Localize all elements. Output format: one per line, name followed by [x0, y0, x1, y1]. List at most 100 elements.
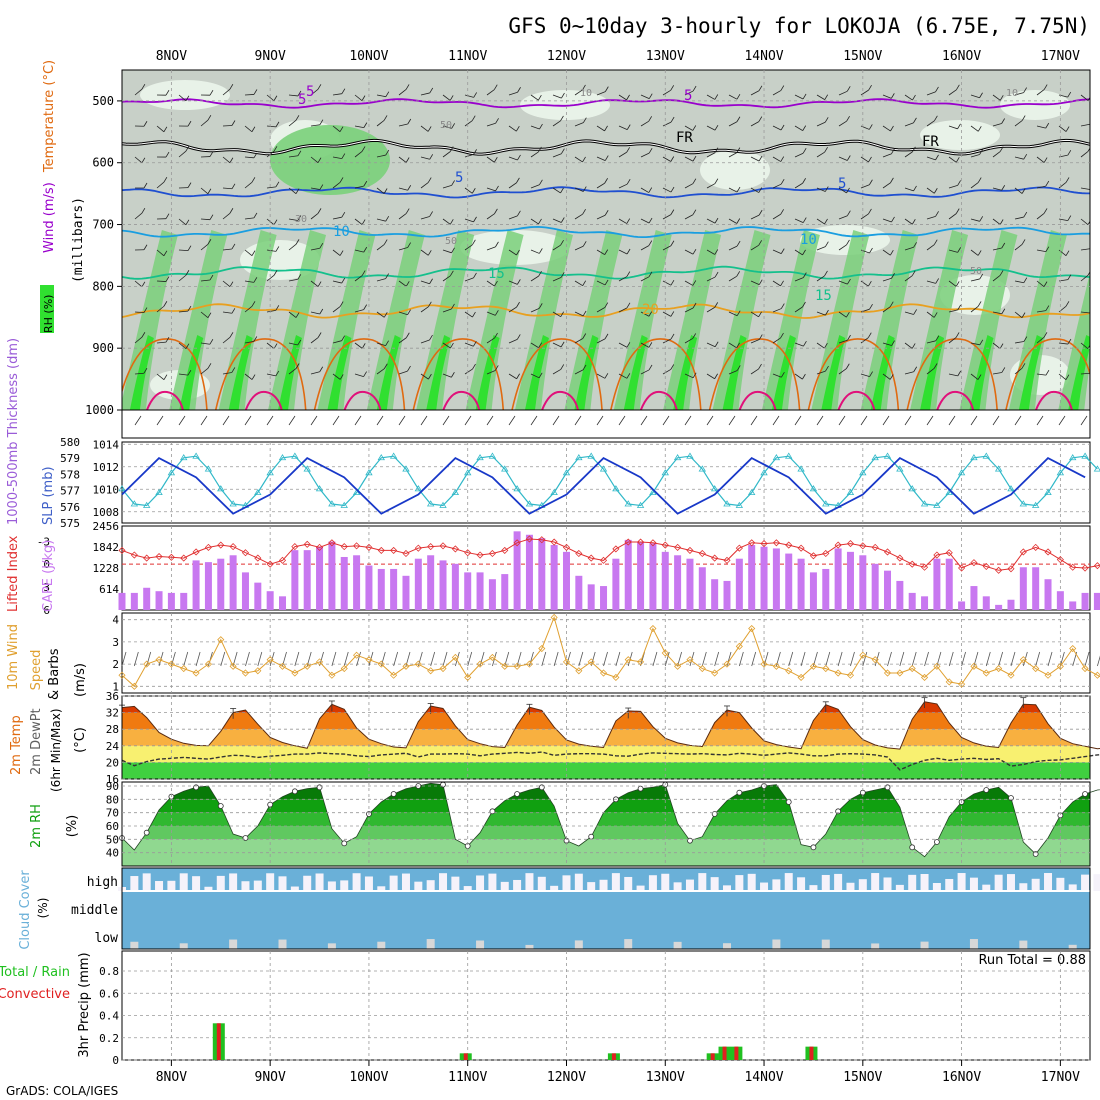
rh-saturated-core: [1018, 335, 1043, 410]
wind-barb-flag: [141, 157, 146, 163]
wind-barb-flag: [449, 95, 454, 101]
wind-barb-flag: [383, 239, 388, 245]
wind-barb: [442, 308, 452, 313]
wind-barb-flag: [977, 374, 982, 380]
wind-barb: [376, 368, 385, 375]
wind10-barb: [1047, 651, 1053, 667]
cape-bar: [661, 551, 669, 610]
wind-barb-flag: [868, 84, 872, 91]
wind-barb-flag: [604, 155, 609, 161]
wind-barb-flag: [317, 208, 322, 214]
wind-barb-flag: [912, 94, 916, 101]
wind-barb: [860, 125, 870, 130]
wind-barb: [222, 280, 231, 288]
wind-barb: [442, 185, 452, 189]
lifted-index-point: [822, 549, 830, 558]
temp2m-tick-label: 24: [106, 740, 120, 753]
thickness-point: [636, 501, 645, 508]
wind-barb: [1058, 218, 1068, 221]
wind-barb-flag: [163, 177, 168, 183]
cloud-high-bar: [130, 876, 139, 891]
wind-barb-flag: [560, 341, 565, 348]
cloud-low-bar: [525, 944, 534, 949]
wind-barb-flag: [451, 372, 455, 378]
cloud-level-label: middle: [71, 903, 118, 918]
cloud-high-bar: [562, 875, 571, 891]
wind10-point: [587, 658, 595, 666]
wind-barb: [948, 309, 958, 313]
thickness-point: [1044, 488, 1052, 496]
contour-label: 5: [298, 92, 306, 108]
wind-barb: [882, 153, 892, 158]
wind-barb: [266, 342, 275, 349]
thickness-point: [599, 465, 608, 472]
wind-barb-flag: [977, 250, 982, 256]
thickness-point: [982, 452, 990, 459]
wind10-point: [723, 660, 731, 668]
wind-barb-flag: [999, 270, 1004, 276]
wind-barb: [156, 249, 165, 257]
wind-barb-flag: [758, 363, 762, 370]
wind10-point: [488, 653, 496, 662]
wind-barb: [332, 249, 341, 256]
wind-barb: [596, 373, 606, 379]
wind-barb-flag: [141, 281, 146, 287]
wind-barb-flag: [1067, 338, 1072, 345]
cloud-high-bar: [488, 873, 497, 891]
isotherm-line: [122, 265, 1090, 280]
ylabel-precip-2: Convective: [0, 987, 70, 1002]
wind-barb-flag: [275, 121, 280, 128]
cloud-high-bar: [352, 873, 361, 891]
wind-barb-flag: [207, 312, 212, 318]
wind-barb: [706, 249, 716, 255]
wind-barb: [772, 280, 781, 287]
cloud-high-bar: [969, 877, 978, 891]
wind-barb-flag: [449, 146, 454, 152]
wind-barb: [1014, 368, 1023, 375]
lifted-tick-label: 6: [43, 604, 50, 617]
wind-barb: [1036, 310, 1046, 313]
date-label-bottom: 13NOV: [646, 1070, 685, 1085]
wind-barb-flag: [1023, 87, 1028, 93]
wind-barb: [728, 275, 737, 282]
wind-barb: [1014, 92, 1024, 96]
wind10-point: [180, 664, 188, 673]
lifted-index-point: [995, 566, 1003, 574]
wind-barb-flag: [361, 95, 366, 101]
lifted-index-point: [241, 549, 250, 557]
cape-bar: [365, 565, 373, 610]
wind-barb-flag: [385, 215, 390, 222]
wind-barb: [640, 187, 649, 193]
wind10-point: [958, 680, 966, 688]
precip-convective-bar: [734, 1046, 739, 1060]
wind-barb-flag: [955, 281, 960, 287]
wind10-point: [562, 658, 571, 666]
wind10-point: [1069, 644, 1077, 653]
cloud-high-bar: [760, 882, 769, 891]
wind10-point: [427, 667, 435, 675]
cloud-high-bar: [1031, 878, 1040, 891]
wind-barb: [816, 218, 825, 225]
wind-barb: [992, 94, 1001, 101]
wind-barb: [134, 311, 145, 313]
wind10-point: [970, 662, 978, 670]
slp-tick-label: 1012: [93, 461, 120, 474]
wind-barb-flag: [229, 281, 234, 287]
wind-barb-flag: [955, 208, 960, 214]
cape-bar: [192, 560, 200, 610]
cloud-low-bar: [130, 941, 139, 949]
lifted-index-point: [167, 553, 175, 561]
wind-barb: [970, 249, 979, 256]
wind-barb-flag: [251, 301, 256, 307]
wind-barb: [156, 305, 165, 313]
wind-barb: [838, 368, 847, 375]
wind-barb: [178, 94, 187, 102]
cloud-low-bar: [574, 940, 583, 949]
wind-barb-flag: [361, 343, 366, 349]
svg-text:Wind (m/s) Temperature (: Wind (m/s) Temperature (°C): [42, 60, 57, 253]
lifted-index-point: [920, 563, 929, 571]
wind-barb-flag: [999, 343, 1004, 349]
lifted-index-point: [908, 560, 916, 568]
wind-barb: [640, 276, 650, 282]
